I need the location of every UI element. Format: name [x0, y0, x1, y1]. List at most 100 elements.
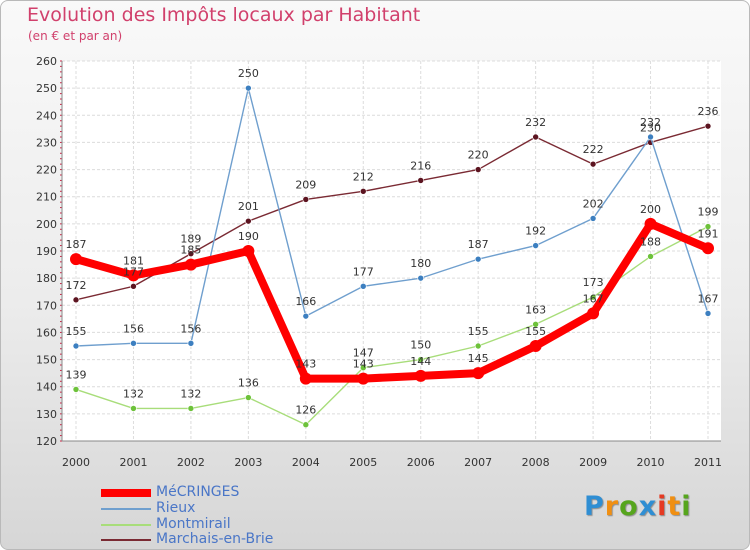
data-label: 143 — [295, 358, 316, 371]
y-tick-label: 140 — [36, 381, 57, 394]
legend-label: Marchais-en-Brie — [156, 531, 274, 547]
y-tick-label: 230 — [36, 136, 57, 149]
data-label: 232 — [525, 116, 546, 129]
data-label: 144 — [410, 355, 431, 368]
data-point — [647, 253, 654, 260]
data-label: 132 — [123, 387, 144, 400]
data-point — [187, 250, 195, 258]
data-point — [532, 242, 539, 249]
data-point — [245, 394, 252, 401]
logo-letter: o — [619, 491, 639, 522]
data-point — [127, 269, 140, 282]
x-tick-label: 2008 — [522, 456, 550, 469]
data-point — [359, 187, 367, 195]
x-tick-label: 2005 — [349, 456, 377, 469]
data-label: 222 — [583, 143, 604, 156]
data-label: 143 — [353, 358, 374, 371]
legend-label: Montmirail — [156, 516, 231, 532]
data-point — [72, 296, 80, 304]
y-tick-label: 120 — [36, 435, 57, 448]
data-point — [187, 405, 195, 412]
data-label: 209 — [295, 178, 316, 191]
data-label: 167 — [698, 292, 719, 305]
data-label: 199 — [698, 206, 719, 219]
data-point — [644, 217, 657, 230]
data-point — [302, 421, 310, 429]
data-label: 192 — [525, 225, 546, 238]
y-tick-label: 210 — [36, 191, 57, 204]
data-point — [187, 339, 195, 347]
data-point — [417, 356, 425, 363]
series-line-2 — [75, 225, 709, 426]
data-point — [532, 320, 539, 328]
y-tick-label: 200 — [36, 218, 57, 231]
data-label: 163 — [525, 303, 546, 316]
data-label: 132 — [180, 387, 201, 400]
y-tick-label: 160 — [36, 326, 57, 339]
data-label: 126 — [295, 404, 316, 417]
data-point — [245, 217, 252, 225]
x-tick-label: 2003 — [234, 456, 262, 469]
data-point — [647, 133, 654, 141]
x-tick-label: 2011 — [694, 456, 722, 469]
data-label: 173 — [583, 276, 604, 289]
data-point — [242, 245, 255, 257]
data-point — [589, 215, 597, 222]
data-point — [359, 282, 367, 290]
data-label: 187 — [468, 238, 489, 251]
series-line-0 — [72, 219, 712, 383]
y-tick-label: 180 — [36, 272, 57, 285]
data-label: 232 — [640, 116, 661, 129]
x-tick-label: 2001 — [119, 456, 147, 469]
data-label: 181 — [123, 254, 144, 267]
data-label: 139 — [66, 368, 87, 381]
data-label: 136 — [238, 377, 259, 390]
data-label: 156 — [123, 322, 144, 335]
data-point — [302, 196, 310, 203]
logo-letter: i — [657, 491, 668, 522]
logo-letter: i — [681, 491, 692, 522]
data-label: 180 — [410, 257, 431, 270]
data-point — [359, 364, 367, 372]
data-point — [72, 342, 80, 350]
series-line-1 — [75, 87, 709, 347]
x-tick-label: 2006 — [407, 456, 435, 469]
y-tick-label: 240 — [36, 109, 57, 122]
y-tick-label: 260 — [36, 55, 57, 68]
y-tick-label: 130 — [36, 408, 57, 421]
data-label: 189 — [180, 233, 201, 246]
data-label: 167 — [583, 292, 604, 305]
data-label: 177 — [353, 265, 374, 278]
y-tick-label: 220 — [36, 164, 57, 177]
data-label: 188 — [640, 235, 661, 248]
x-tick-label: 2002 — [177, 456, 205, 469]
y-tick-label: 170 — [36, 299, 57, 312]
data-point — [184, 258, 197, 271]
x-tick-label: 2004 — [292, 456, 320, 469]
data-point — [704, 223, 712, 230]
data-point — [704, 310, 712, 317]
y-tick-label: 190 — [36, 245, 57, 258]
data-label: 185 — [180, 244, 201, 257]
data-label: 177 — [123, 265, 144, 278]
data-point — [130, 405, 137, 412]
chart-subtitle: (en € et par an) — [28, 29, 123, 43]
data-point — [414, 369, 427, 382]
data-point — [72, 386, 80, 393]
y-tick-label: 250 — [36, 82, 57, 95]
data-label: 155 — [66, 325, 87, 338]
legend-label: Rieux — [156, 500, 196, 516]
data-point — [589, 293, 597, 301]
data-label: 187 — [66, 238, 87, 251]
data-label: 202 — [583, 197, 604, 210]
data-point — [474, 255, 482, 263]
data-label: 201 — [238, 200, 259, 213]
data-label: 220 — [468, 149, 489, 162]
x-tick-label: 2007 — [464, 456, 492, 469]
data-label: 155 — [468, 325, 489, 338]
data-label: 155 — [525, 325, 546, 338]
data-label: 156 — [180, 322, 201, 335]
data-point — [130, 282, 137, 290]
data-point — [70, 253, 82, 266]
